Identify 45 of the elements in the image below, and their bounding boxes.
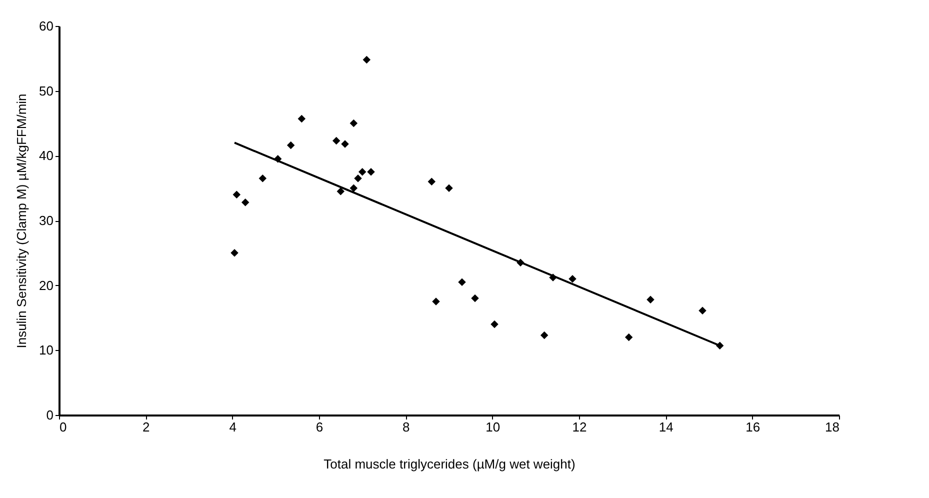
point: [471, 294, 479, 302]
y-tick-label: 10: [39, 342, 54, 358]
y-tick-label: 60: [39, 18, 54, 34]
point: [432, 298, 440, 306]
point: [540, 331, 548, 340]
point: [241, 198, 250, 206]
point: [367, 168, 375, 176]
point: [258, 174, 267, 182]
point: [490, 320, 498, 328]
point: [230, 249, 238, 257]
x-tick-label: 4: [229, 420, 236, 434]
x-tick-label: 12: [572, 420, 587, 434]
point: [568, 274, 576, 283]
x-tick-label: 2: [142, 420, 150, 434]
point: [332, 136, 340, 145]
x-tick-label: 18: [825, 420, 840, 434]
point: [336, 187, 345, 196]
x-tick-label: 8: [402, 420, 410, 434]
x-tick-label: 10: [486, 420, 500, 434]
y-tick-label: 20: [39, 278, 54, 293]
y-axis-title: Insulin Sensitivity (Clamp M) µM/kgFFM/min: [14, 94, 30, 348]
point: [350, 184, 358, 192]
point: [646, 296, 654, 304]
point: [358, 168, 366, 176]
x-tick-label: 6: [316, 420, 324, 434]
y-tick-label: 30: [39, 213, 54, 228]
point: [286, 141, 295, 150]
point: [354, 174, 362, 182]
point: [350, 119, 358, 128]
point: [232, 190, 241, 198]
x-tick-label: 0: [60, 420, 67, 434]
point: [362, 56, 371, 64]
point: [428, 178, 436, 186]
y-tick-label: 40: [39, 148, 54, 164]
y-tick-label: 50: [39, 83, 54, 98]
x-tick-label: 16: [746, 420, 760, 434]
y-tick-label: 0: [46, 408, 54, 422]
point: [458, 278, 466, 286]
point: [341, 140, 349, 148]
point: [445, 184, 453, 192]
point: [298, 114, 306, 123]
point: [698, 306, 706, 314]
x-axis-title: Total muscle triglycerides (µM/g wet weight): [324, 456, 576, 472]
x-tick-label: 14: [658, 420, 674, 434]
point: [624, 333, 633, 342]
